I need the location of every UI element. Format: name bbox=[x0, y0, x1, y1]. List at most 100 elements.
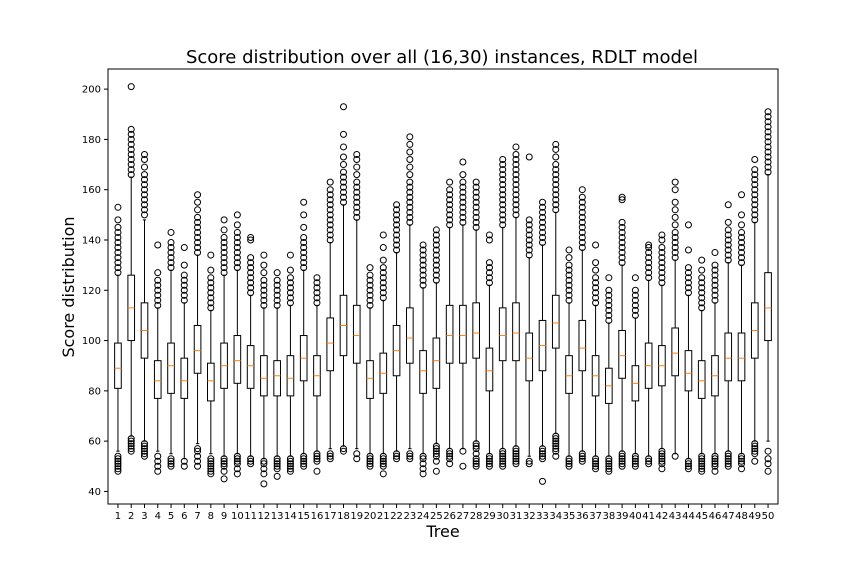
outlier-point bbox=[446, 206, 454, 214]
outlier-point bbox=[512, 447, 520, 455]
outlier-point bbox=[194, 198, 202, 206]
y-tick-label: 40 bbox=[88, 487, 101, 498]
outlier-point bbox=[432, 442, 440, 450]
outlier-point bbox=[419, 266, 427, 274]
outlier-point bbox=[578, 203, 586, 211]
box bbox=[260, 355, 268, 397]
outlier-point bbox=[658, 452, 666, 460]
box-group-tree-16 bbox=[313, 274, 321, 475]
outlier-point bbox=[140, 176, 148, 184]
outlier-point bbox=[114, 244, 122, 252]
outlier-point bbox=[247, 269, 255, 277]
outlier-point bbox=[140, 191, 148, 199]
box-group-tree-50 bbox=[764, 108, 772, 475]
outlier-point bbox=[207, 457, 215, 465]
outlier-point bbox=[127, 435, 135, 443]
outlier-point bbox=[419, 452, 427, 460]
x-tick-label: 29 bbox=[483, 511, 496, 522]
outlier-point bbox=[525, 221, 533, 229]
outlier-point bbox=[671, 238, 679, 246]
outlier-point bbox=[658, 447, 666, 455]
box bbox=[406, 307, 414, 364]
outlier-point bbox=[671, 228, 679, 236]
outlier-point bbox=[393, 226, 401, 234]
outlier-point bbox=[459, 213, 467, 221]
outlier-point bbox=[194, 218, 202, 226]
box bbox=[153, 360, 162, 399]
outlier-point bbox=[499, 447, 507, 455]
box bbox=[512, 302, 520, 362]
outlier-point bbox=[180, 261, 188, 269]
outlier-point bbox=[140, 201, 148, 209]
outlier-point bbox=[379, 460, 387, 468]
outlier-point bbox=[313, 450, 321, 458]
outlier-point bbox=[127, 447, 135, 455]
outlier-point bbox=[459, 158, 467, 166]
outlier-point bbox=[419, 246, 427, 254]
x-tick-label: 27 bbox=[457, 511, 470, 522]
outlier-point bbox=[499, 181, 507, 189]
outlier-point bbox=[724, 452, 732, 460]
outlier-point bbox=[406, 163, 414, 171]
box-group-tree-1 bbox=[114, 203, 122, 475]
outlier-point bbox=[180, 462, 188, 470]
outlier-point bbox=[140, 150, 148, 158]
outlier-point bbox=[618, 254, 626, 262]
outlier-point bbox=[353, 171, 361, 179]
outlier-point bbox=[711, 281, 719, 289]
outlier-point bbox=[459, 218, 467, 226]
outlier-point bbox=[393, 452, 401, 460]
outlier-point bbox=[764, 447, 772, 455]
outlier-point bbox=[459, 193, 467, 201]
outlier-point bbox=[366, 281, 374, 289]
outlier-point bbox=[472, 213, 480, 221]
outlier-point bbox=[525, 241, 533, 249]
outlier-point bbox=[379, 256, 387, 264]
y-axis-title: Score distribution bbox=[59, 216, 78, 357]
outlier-point bbox=[127, 83, 135, 91]
box-group-tree-30 bbox=[498, 156, 507, 470]
outlier-point bbox=[512, 191, 520, 199]
outlier-point bbox=[578, 244, 586, 252]
outlier-point bbox=[485, 259, 493, 267]
outlier-point bbox=[631, 311, 639, 319]
box bbox=[419, 350, 427, 394]
outlier-point bbox=[432, 266, 440, 274]
outlier-point bbox=[220, 467, 228, 475]
outlier-point bbox=[260, 261, 268, 269]
outlier-point bbox=[751, 191, 759, 199]
outlier-point bbox=[379, 269, 387, 277]
outlier-point bbox=[127, 442, 135, 450]
outlier-point bbox=[233, 244, 241, 252]
outlier-point bbox=[432, 457, 440, 465]
x-tick-label: 8 bbox=[208, 511, 214, 522]
outlier-point bbox=[286, 457, 294, 465]
outlier-point bbox=[326, 452, 334, 460]
outlier-point bbox=[273, 276, 281, 284]
outlier-point bbox=[698, 299, 706, 307]
outlier-point bbox=[539, 198, 547, 206]
box-group-tree-22 bbox=[392, 201, 401, 463]
outlier-point bbox=[565, 246, 573, 254]
outlier-point bbox=[194, 213, 202, 221]
outlier-point bbox=[366, 291, 374, 299]
outlier-point bbox=[698, 274, 706, 282]
x-tick-label: 42 bbox=[656, 511, 669, 522]
outlier-point bbox=[419, 241, 427, 249]
outlier-point bbox=[605, 296, 613, 304]
outlier-point bbox=[764, 123, 772, 131]
x-tick-label: 17 bbox=[324, 511, 337, 522]
outlier-point bbox=[698, 279, 706, 287]
outlier-point bbox=[485, 460, 493, 468]
outlier-point bbox=[114, 460, 122, 468]
box-group-tree-6 bbox=[180, 244, 189, 470]
outlier-point bbox=[446, 186, 454, 194]
outlier-point bbox=[485, 462, 493, 470]
box-group-tree-20 bbox=[366, 264, 374, 470]
outlier-point bbox=[313, 274, 321, 282]
outlier-point bbox=[512, 445, 520, 453]
outlier-point bbox=[220, 475, 228, 483]
outlier-point bbox=[339, 143, 347, 151]
outlier-point bbox=[751, 211, 759, 219]
outlier-point bbox=[684, 246, 692, 254]
